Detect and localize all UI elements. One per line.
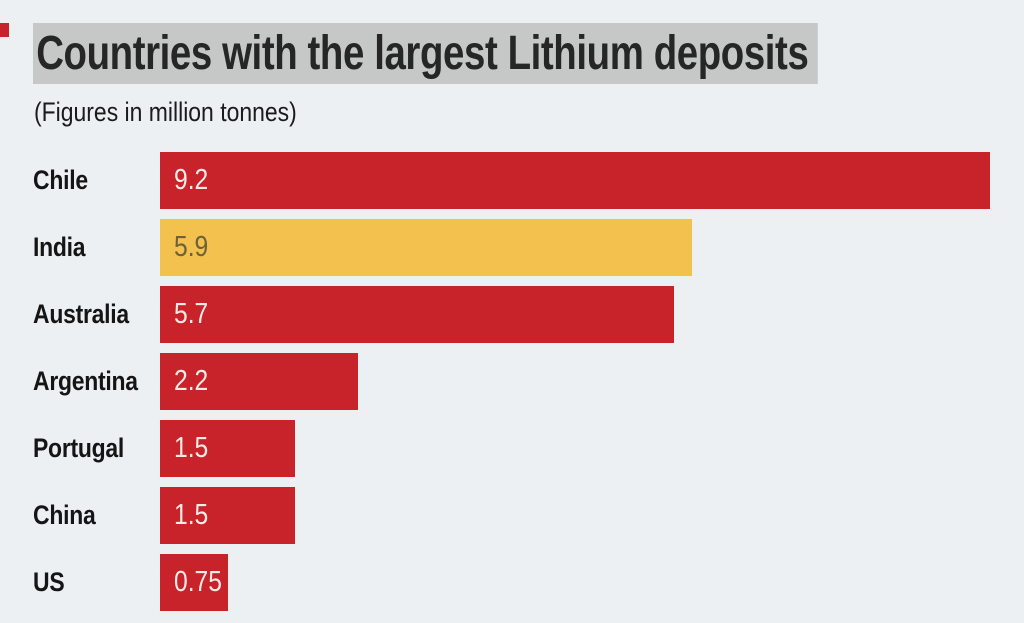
bar-portugal: 1.5 bbox=[160, 420, 296, 477]
bar-value: 1.5 bbox=[174, 499, 209, 531]
bar-australia: 5.7 bbox=[160, 286, 675, 343]
country-label-text: Australia bbox=[33, 299, 129, 329]
chart-subtitle-text: (Figures in million tonnes) bbox=[34, 97, 297, 127]
country-label: Australia bbox=[33, 286, 160, 343]
bar-row: Argentina 2.2 bbox=[33, 353, 1024, 410]
bar-chart: Chile 9.2 India 5.9 Australia 5.7 Argentina 2.2… bbox=[33, 152, 1024, 611]
bar-row: Chile 9.2 bbox=[33, 152, 1024, 209]
country-label-text: Argentina bbox=[33, 366, 138, 396]
country-label: India bbox=[33, 219, 160, 276]
bar-us: 0.75 bbox=[160, 554, 228, 611]
bar-value: 1.5 bbox=[174, 432, 209, 464]
bar-argentina: 2.2 bbox=[160, 353, 359, 410]
bar-value: 0.75 bbox=[174, 566, 222, 598]
country-label: China bbox=[33, 487, 160, 544]
bar-india: 5.9 bbox=[160, 219, 693, 276]
country-label-text: India bbox=[33, 232, 86, 262]
chart-subtitle: (Figures in million tonnes) bbox=[34, 96, 1024, 128]
bar-value: 2.2 bbox=[174, 365, 209, 397]
country-label: Portugal bbox=[33, 420, 160, 477]
country-label: US bbox=[33, 554, 160, 611]
country-label-text: China bbox=[33, 500, 96, 530]
bar-row: US 0.75 bbox=[33, 554, 1024, 611]
country-label: Chile bbox=[33, 152, 160, 209]
bar-row: Portugal 1.5 bbox=[33, 420, 1024, 477]
bar-value: 5.9 bbox=[174, 231, 209, 263]
corner-red-mark bbox=[0, 23, 9, 37]
page-title: Countries with the largest Lithium depos… bbox=[33, 23, 1024, 84]
bar-value: 9.2 bbox=[174, 164, 209, 196]
bar-row: China 1.5 bbox=[33, 487, 1024, 544]
bar-china: 1.5 bbox=[160, 487, 296, 544]
country-label-text: US bbox=[33, 567, 65, 597]
country-label-text: Portugal bbox=[33, 433, 125, 463]
bar-row: India 5.9 bbox=[33, 219, 1024, 276]
country-label-text: Chile bbox=[33, 165, 88, 195]
bar-value: 5.7 bbox=[174, 298, 209, 330]
country-label: Argentina bbox=[33, 353, 160, 410]
bar-row: Australia 5.7 bbox=[33, 286, 1024, 343]
page-title-highlight: Countries with the largest Lithium depos… bbox=[33, 23, 818, 84]
bar-chile: 9.2 bbox=[160, 152, 990, 209]
